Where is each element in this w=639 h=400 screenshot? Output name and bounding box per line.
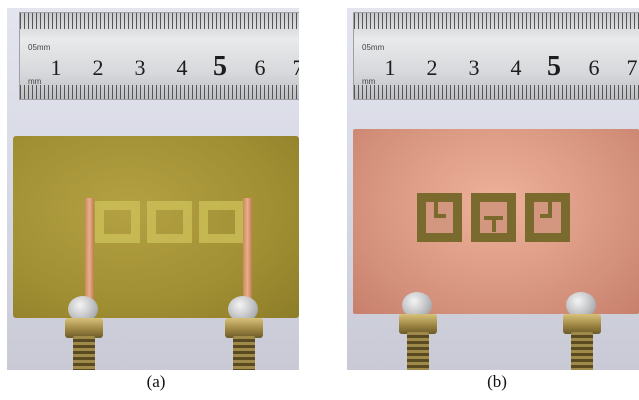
csrr-slot-gap [434, 202, 438, 214]
ruler-number: 6 [588, 55, 600, 80]
sma-connector-right [225, 296, 265, 370]
csrr-slot-left [417, 193, 462, 242]
copper-ground-plane-board [353, 129, 639, 314]
srr-resonator-left [95, 201, 140, 243]
fr4-substrate-board [13, 136, 299, 318]
photo-panel-a: 05mm mm 1 2 3 4 5 6 7 [7, 8, 299, 370]
connector-nut [563, 314, 601, 334]
steel-ruler: 05mm mm 1 2 3 4 5 6 7 [353, 12, 639, 100]
connector-barrel [407, 332, 429, 370]
ruler-number: 1 [384, 55, 396, 80]
ruler-unit-bottom: mm [28, 77, 42, 86]
microstrip-feedline-left [85, 198, 94, 316]
ruler-ticks-top [354, 13, 639, 29]
ruler-number: 4 [176, 55, 188, 80]
ruler-number: 2 [426, 55, 438, 80]
sma-connector-right [563, 292, 603, 370]
ruler-number: 3 [468, 55, 480, 80]
connector-barrel [571, 332, 593, 370]
connector-barrel [233, 336, 255, 370]
ruler-number: 1 [50, 55, 62, 80]
solder-joint [402, 292, 432, 318]
csrr-slot-arm [540, 214, 552, 218]
csrr-slot-middle [471, 193, 516, 242]
sma-connector-left [65, 296, 105, 370]
ruler-number: 2 [92, 55, 104, 80]
srr-resonator-right [199, 201, 244, 243]
ruler-number: 3 [134, 55, 146, 80]
microstrip-feedline-right [243, 198, 252, 316]
solder-joint [566, 292, 596, 318]
steel-ruler: 05mm mm 1 2 3 4 5 6 7 [19, 12, 299, 100]
ruler-ticks-top [20, 13, 299, 29]
ruler-number: 5 [213, 51, 227, 82]
csrr-slot-gap [548, 202, 552, 214]
connector-barrel [73, 336, 95, 370]
ruler-number: 5 [547, 51, 561, 82]
csrr-slot-arm [434, 214, 446, 218]
ruler-ticks-bottom [20, 85, 299, 99]
ruler-unit-bottom: mm [362, 77, 376, 86]
caption-a: (a) [146, 372, 166, 391]
sma-connector-left [399, 292, 439, 370]
ruler-unit-top: 05mm [362, 43, 385, 52]
ruler-number: 6 [254, 55, 266, 80]
connector-nut [225, 318, 263, 338]
csrr-slot-gap [492, 216, 496, 232]
ruler-ticks-bottom [354, 85, 639, 99]
ruler-number: 7 [626, 55, 638, 80]
srr-resonator-middle [147, 201, 192, 243]
caption-b: (b) [487, 372, 507, 391]
ruler-number: 4 [510, 55, 522, 80]
csrr-slot-right [525, 193, 570, 242]
connector-nut [65, 318, 103, 338]
ruler-unit-top: 05mm [28, 43, 51, 52]
solder-joint [228, 296, 258, 322]
solder-joint [68, 296, 98, 322]
photo-panel-b: 05mm mm 1 2 3 4 5 6 7 [347, 8, 639, 370]
ruler-number: 7 [292, 55, 300, 80]
connector-nut [399, 314, 437, 334]
